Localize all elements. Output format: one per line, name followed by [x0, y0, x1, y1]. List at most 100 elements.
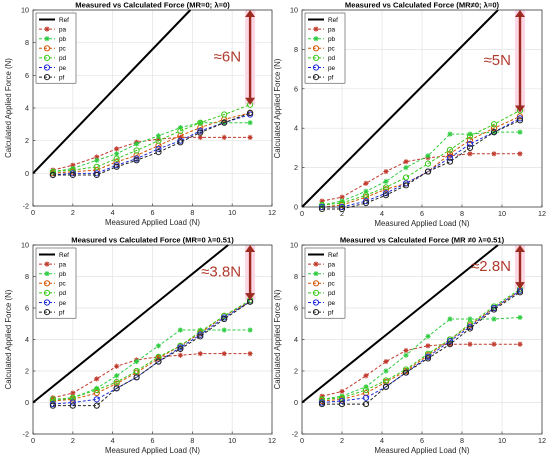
arrow-head-bottom	[245, 97, 256, 105]
y-tick-label: 8	[294, 45, 298, 54]
data-point-pa	[363, 373, 369, 379]
series-line-pb	[321, 316, 521, 400]
data-point-pa	[114, 146, 120, 152]
legend: Ref pa pb pc pd pe pf	[304, 12, 346, 84]
x-tick-label: 12	[538, 209, 546, 218]
x-tick-label: 0	[300, 436, 304, 445]
series-line-pe	[322, 117, 521, 208]
data-point-pa	[467, 341, 473, 347]
y-tick-label: -2	[23, 202, 29, 211]
data-point-pd	[155, 137, 162, 144]
data-point-pf	[490, 306, 498, 313]
legend-marker-pc	[43, 45, 51, 52]
series-pf	[49, 298, 254, 409]
x-tick-label: 2	[71, 436, 75, 445]
data-point-pb	[403, 165, 409, 171]
legend-label-pe: pe	[59, 300, 67, 307]
series-Ref	[32, 9, 192, 175]
data-point-pb	[177, 125, 183, 131]
y-tick-label: 0	[294, 203, 298, 212]
x-tick-label: 12	[538, 436, 546, 445]
y-tick-label: 2	[294, 163, 298, 172]
x-tick-label: 6	[420, 209, 424, 218]
legend-marker-pc	[312, 45, 320, 52]
data-point-pc	[446, 150, 454, 157]
data-point-pb	[177, 327, 183, 333]
data-point-pf	[155, 149, 162, 156]
legend-label-pb: pb	[59, 36, 67, 43]
data-point-pf	[133, 157, 140, 164]
data-point-pc	[338, 201, 346, 209]
legend-label-Ref: Ref	[328, 252, 338, 259]
series-line-Ref	[32, 9, 192, 175]
data-point-pa	[197, 351, 203, 357]
data-point-pa	[177, 352, 183, 358]
data-point-pd	[424, 160, 432, 167]
data-point-pa	[491, 151, 497, 157]
y-tick-label: -2	[23, 430, 29, 439]
data-point-pd	[93, 163, 100, 170]
series-line-pd	[52, 299, 251, 400]
y-tick-label: 8	[25, 272, 29, 281]
data-point-pd	[133, 367, 140, 375]
data-point-pb	[517, 129, 523, 135]
y-axis-label: Calculated Applied Force (N)	[4, 58, 13, 158]
data-point-pa	[247, 134, 253, 140]
data-point-pa	[517, 341, 523, 347]
data-point-pa	[221, 351, 227, 357]
data-point-pa	[319, 198, 325, 204]
y-axis-label: Calculated Applied Force (N)	[4, 289, 13, 389]
x-tick-label: 12	[268, 208, 276, 217]
data-point-pc	[362, 194, 370, 201]
x-tick-label: 10	[498, 209, 506, 218]
data-point-pa	[517, 151, 523, 157]
chart-title: Measured vs Calculated Force (MR=0 λ=0.5…	[71, 236, 234, 245]
data-point-pa	[339, 388, 345, 395]
series-line-pa	[321, 343, 520, 397]
legend: Ref pa pb pc pd pe pf	[35, 247, 77, 319]
legend-box	[304, 12, 346, 84]
axes-frame	[301, 9, 543, 208]
data-point-pd	[490, 121, 498, 128]
legend-marker-pc	[43, 280, 51, 287]
series-pf	[318, 289, 524, 408]
data-point-pf	[49, 171, 57, 179]
data-point-pb	[94, 157, 100, 163]
legend-marker-pb	[44, 271, 50, 277]
x-tick-label: 6	[151, 436, 155, 445]
legend-marker-pd	[43, 54, 51, 62]
data-point-pb	[221, 327, 227, 333]
data-point-pa	[383, 358, 389, 365]
data-point-pa	[319, 393, 325, 399]
x-tick-label: 6	[151, 208, 155, 217]
legend-label-pe: pe	[328, 65, 336, 72]
data-point-pd	[197, 119, 204, 126]
legend-marker-pe	[43, 299, 51, 306]
data-point-pc	[382, 186, 390, 193]
legend-label-pc: pc	[59, 281, 67, 288]
data-point-pd	[362, 386, 370, 393]
legend-label-pe: pe	[59, 65, 67, 72]
series-Ref	[301, 244, 499, 404]
data-point-pa	[50, 395, 56, 401]
data-point-pf	[516, 117, 524, 124]
data-point-pb	[114, 151, 120, 157]
x-tick-label: 4	[111, 436, 115, 445]
data-point-pe	[446, 154, 454, 161]
data-point-pd	[113, 378, 120, 386]
data-point-pb	[363, 384, 369, 390]
series-pb	[50, 327, 253, 404]
data-point-pb	[491, 316, 497, 322]
data-point-pf	[221, 315, 228, 323]
data-point-pf	[490, 129, 498, 136]
x-tick-label: 8	[460, 209, 464, 218]
y-tick-label: 0	[294, 398, 298, 407]
data-point-pb	[155, 133, 162, 139]
series-line-Ref	[301, 244, 499, 404]
y-tick-label: 10	[21, 6, 29, 15]
series-pa	[319, 151, 523, 204]
legend-label-pd: pd	[328, 290, 336, 297]
difference-annotation: ≈2.8N	[471, 258, 511, 275]
data-point-pd	[382, 184, 390, 191]
